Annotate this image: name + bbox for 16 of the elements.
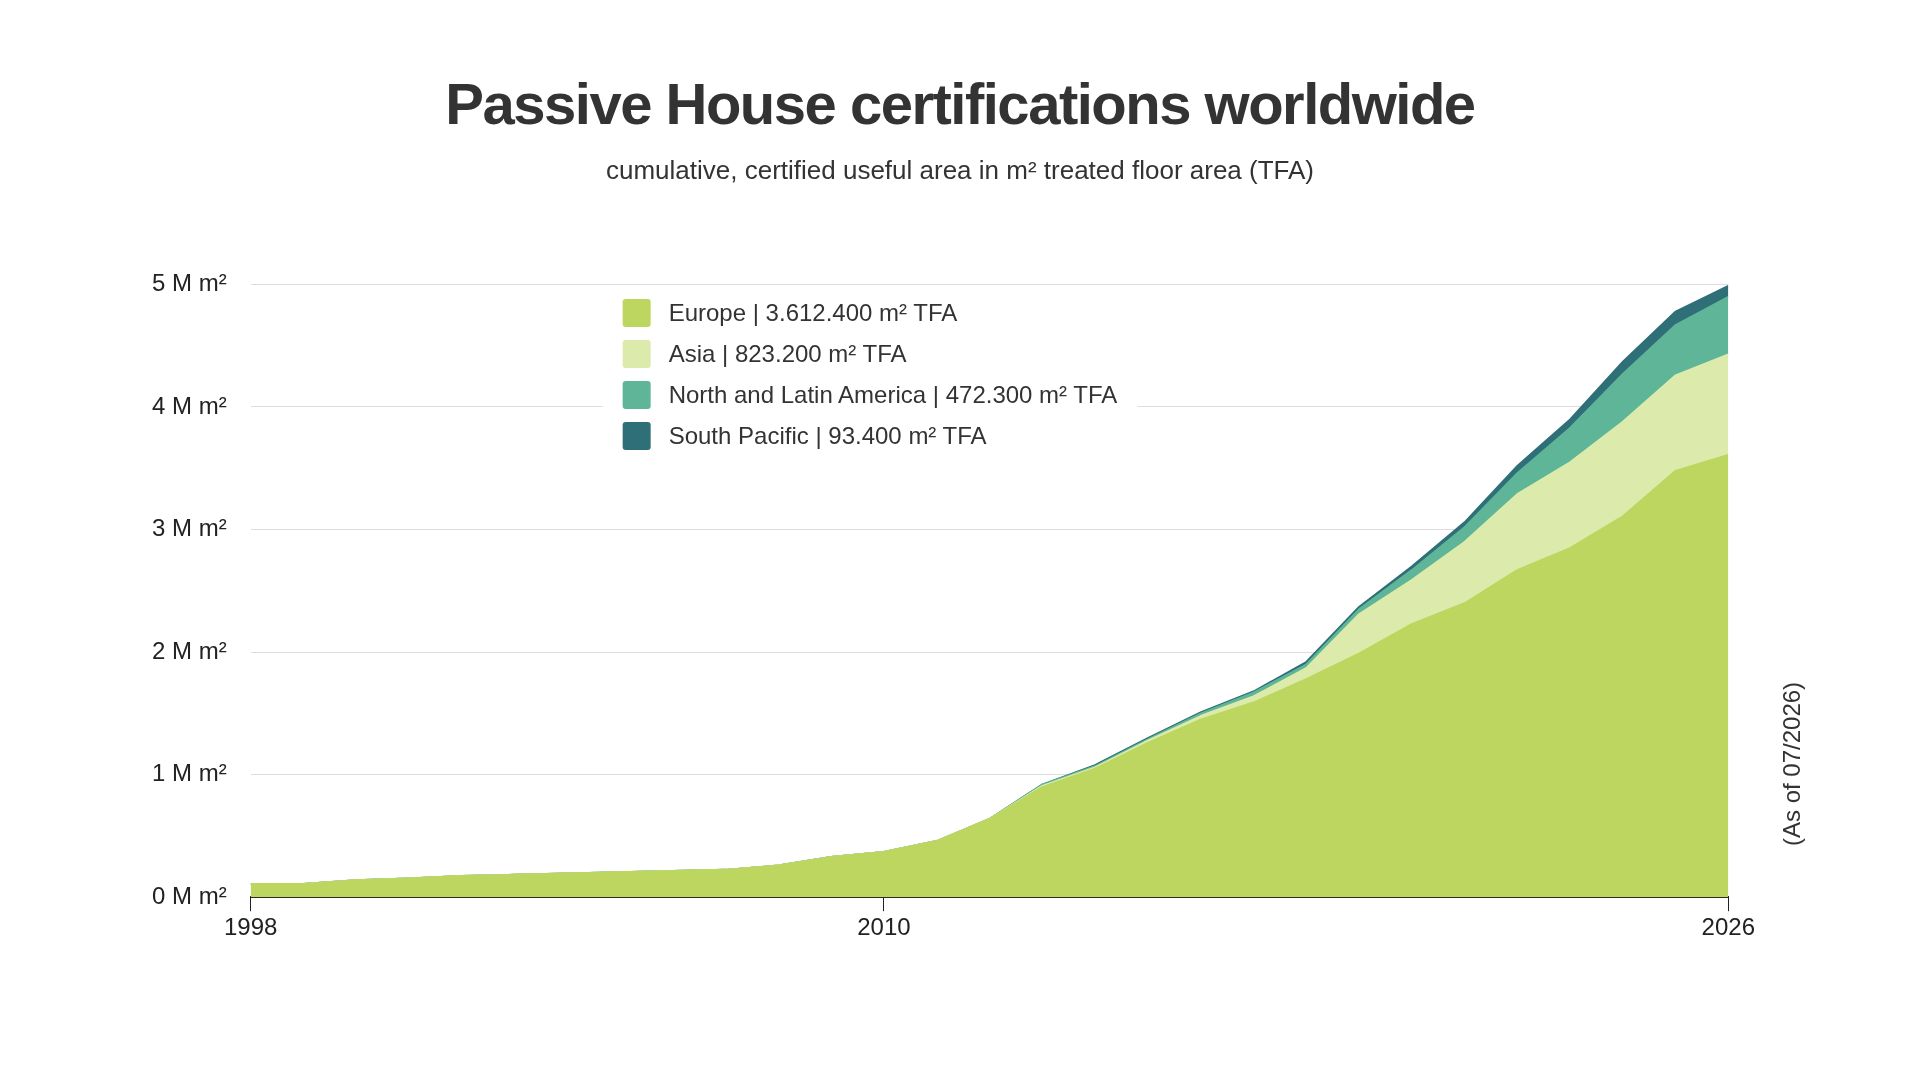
y-tick-label: 0 M m² <box>151 881 227 909</box>
x-tick-label: 2010 <box>857 913 911 941</box>
y-tick-label: 3 M m² <box>151 514 227 542</box>
y-tick-label: 1 M m² <box>151 759 227 787</box>
legend-label: North and Latin America | 472.300 m² TFA <box>668 380 1118 409</box>
legend-label: Europe | 3.612.400 m² TFA <box>668 298 958 327</box>
x-tick-label: 1998 <box>223 913 278 941</box>
y-tick-label: 2 M m² <box>151 636 227 664</box>
chart-title: Passive House certifications worldwide <box>444 70 1476 137</box>
legend-label: Asia | 823.200 m² TFA <box>668 339 907 368</box>
x-tick-label: 2026 <box>1701 913 1755 941</box>
y-tick-label: 4 M m² <box>151 391 227 419</box>
y-tick-label: 5 M m² <box>151 269 227 297</box>
chart-subtitle: cumulative, certified useful area in m² treated floor area (TFA) <box>604 155 1316 186</box>
text: (As of 07/2026) <box>1778 681 1806 846</box>
legend-label: South Pacific | 93.400 m² TFA <box>668 421 987 450</box>
